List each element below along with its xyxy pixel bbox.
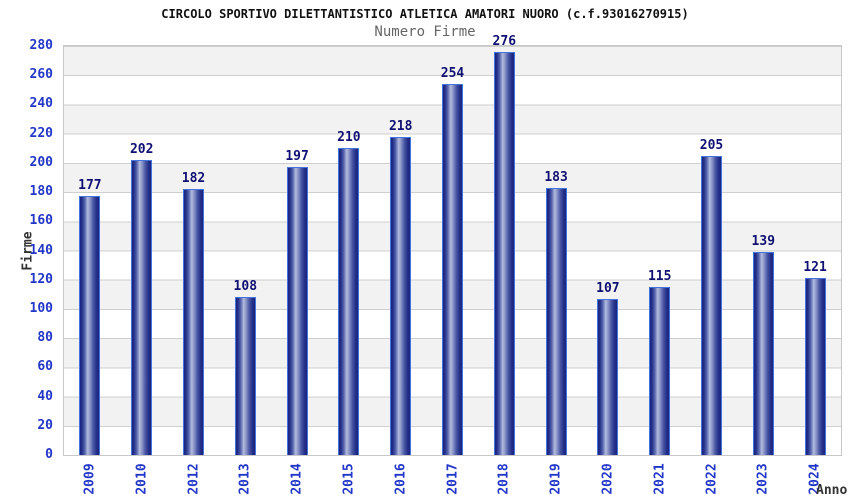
bar-value-label: 197 — [285, 149, 309, 165]
y-tick-label: 240 — [29, 96, 53, 112]
x-tick-label: 2010 — [134, 463, 150, 495]
bar-value-label: 107 — [596, 280, 620, 296]
bar-2016 — [390, 136, 412, 455]
bar-value-label: 121 — [803, 260, 827, 276]
bar-2021 — [649, 287, 671, 455]
chart-title: CIRCOLO SPORTIVO DILETTANTISTICO ATLETIC… — [161, 7, 689, 21]
bar-value-label: 182 — [181, 171, 206, 187]
bar-value-label: 218 — [388, 118, 413, 134]
bar-value-label: 183 — [544, 169, 568, 185]
x-axis-title: Anno — [816, 483, 848, 498]
x-tick-label: 2020 — [600, 463, 616, 495]
x-tick-label: 2017 — [445, 463, 460, 495]
x-tick-label: 2023 — [755, 463, 771, 495]
bar-2022 — [701, 155, 722, 455]
y-tick-label: 220 — [29, 125, 53, 141]
bar-2009 — [79, 196, 101, 455]
bars-layer: 177 202 182 108 197 210 218 254 276 183 107 115 205 1… — [64, 34, 841, 455]
bar-2010 — [131, 159, 153, 455]
bar-2023 — [752, 251, 774, 455]
x-tick-label: 2014 — [289, 463, 305, 495]
bar-value-label: 254 — [440, 65, 465, 81]
bar-value-label: 139 — [751, 233, 776, 249]
y-tick-label: 0 — [45, 447, 53, 462]
x-tick-label: 2012 — [186, 463, 201, 495]
y-tick-label: 20 — [37, 417, 53, 433]
chart-subtitle: Numero Firme — [374, 24, 476, 40]
y-tick-label: 200 — [29, 154, 53, 170]
bar-2024 — [804, 278, 826, 455]
bar-value-label: 177 — [78, 178, 102, 194]
y-tick-label: 260 — [29, 67, 53, 83]
x-tick-label: 2013 — [237, 463, 253, 495]
y-tick-label: 120 — [29, 271, 53, 287]
y-tick-label: 100 — [29, 300, 53, 316]
bar-2014 — [286, 167, 308, 455]
y-tick-label: 180 — [29, 184, 53, 200]
x-tick-label: 2015 — [341, 463, 357, 495]
x-tick-label: 2009 — [82, 463, 98, 495]
bar-value-label: 205 — [699, 137, 724, 153]
x-tick-label: 2019 — [548, 463, 564, 495]
y-axis-title: Firme — [20, 231, 36, 271]
x-tick-label: 2021 — [652, 463, 668, 495]
bar-2018 — [493, 51, 515, 455]
bar-2015 — [338, 148, 360, 455]
x-tick-label: 2018 — [496, 463, 512, 495]
y-tick-label: 60 — [37, 359, 53, 375]
bar-value-label: 108 — [233, 279, 258, 295]
bar-2017 — [442, 83, 463, 455]
bar-value-label: 202 — [129, 141, 154, 157]
y-tick-label: 80 — [37, 330, 53, 346]
bar-2013 — [234, 297, 256, 455]
plot-area: 177 202 182 108 197 210 218 254 276 183 107 115 205 1… — [63, 34, 842, 456]
bar-2019 — [545, 187, 567, 455]
y-tick-label: 280 — [29, 38, 53, 53]
bar-value-label: 276 — [492, 33, 517, 49]
bar-2020 — [597, 298, 619, 455]
y-tick-label: 160 — [29, 213, 53, 229]
y-tick-label: 140 — [29, 242, 53, 258]
bar-value-label: 115 — [647, 269, 672, 285]
bar-value-label: 210 — [337, 130, 361, 146]
bar-2012 — [183, 189, 204, 455]
x-tick-label: 2022 — [704, 463, 719, 495]
y-tick-label: 40 — [37, 388, 53, 404]
x-tick-label: 2016 — [393, 463, 409, 495]
